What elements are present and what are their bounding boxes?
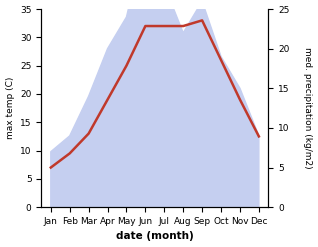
Y-axis label: med. precipitation (kg/m2): med. precipitation (kg/m2)	[303, 47, 313, 169]
Y-axis label: max temp (C): max temp (C)	[5, 77, 15, 139]
X-axis label: date (month): date (month)	[116, 231, 194, 242]
